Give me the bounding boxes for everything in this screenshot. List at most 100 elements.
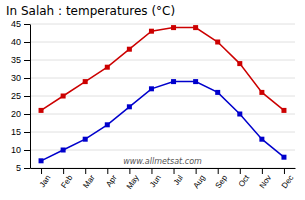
grid-line	[30, 78, 295, 79]
y-tick-label: 5	[16, 163, 21, 173]
x-tick-label: Aug	[191, 173, 207, 190]
x-tick: Oct	[237, 168, 252, 189]
x-tick-label: May	[125, 173, 141, 191]
x-tick-label: Jan	[38, 173, 53, 189]
y-tick: 15	[11, 127, 30, 137]
marker	[61, 94, 66, 99]
y-tick-mark	[24, 42, 30, 43]
y-tick-label: 15	[11, 127, 21, 137]
marker	[237, 112, 242, 117]
annotation: www.allmetsat.com	[123, 157, 202, 166]
marker	[259, 137, 264, 142]
y-tick-mark	[24, 132, 30, 133]
marker	[193, 25, 198, 30]
x-tick-label: Jun	[148, 173, 163, 189]
marker	[127, 104, 132, 109]
y-axis: 5 10 15 20 25 30 35 40 45	[11, 19, 31, 173]
x-tick-mark	[174, 168, 175, 174]
marker	[83, 79, 88, 84]
marker	[237, 61, 242, 66]
x-tick-label: Nov	[258, 173, 274, 190]
x-tick: Mar	[81, 168, 96, 190]
x-tick-mark	[196, 168, 197, 174]
marker	[259, 90, 264, 95]
grid-line	[30, 150, 295, 151]
grid-line	[30, 96, 295, 97]
marker	[105, 65, 110, 70]
y-tick-label: 45	[11, 19, 21, 29]
y-tick: 40	[11, 37, 30, 47]
plot-area: 5 10 15 20 25 30 35 40 45 Jan Feb Mar Apr May Jun Jul Au…	[11, 19, 296, 191]
marker	[39, 108, 44, 113]
y-tick: 5	[16, 163, 30, 173]
x-tick: Jun	[148, 168, 163, 189]
grid-line	[30, 114, 295, 115]
x-axis: Jan Feb Mar Apr May Jun Jul Aug Sep Oct Nov Dec	[31, 168, 296, 191]
x-tick: May	[125, 168, 141, 191]
x-tick-label: Oct	[237, 173, 252, 189]
x-tick-label: Jul	[172, 173, 185, 187]
x-tick-mark	[129, 168, 130, 174]
x-tick: Jan	[38, 168, 53, 189]
x-tick-mark	[85, 168, 86, 174]
marker	[281, 108, 286, 113]
x-tick: Aug	[191, 168, 207, 190]
marker	[171, 25, 176, 30]
x-tick-mark	[63, 168, 64, 174]
x-tick-mark	[151, 168, 152, 174]
y-tick: 25	[11, 91, 30, 101]
x-tick-mark	[107, 168, 108, 174]
grid-line	[30, 168, 295, 169]
marker	[61, 148, 66, 153]
y-tick: 30	[11, 73, 30, 83]
grid	[30, 24, 295, 168]
y-tick-label: 25	[11, 91, 21, 101]
y-tick: 45	[11, 19, 30, 29]
grid-line	[30, 24, 295, 25]
x-tick-label: Dec	[280, 173, 296, 190]
series	[39, 79, 287, 163]
chart-svg: 5 10 15 20 25 30 35 40 45 Jan Feb Mar Apr May Jun Jul Au…	[0, 0, 305, 200]
marker	[105, 122, 110, 127]
x-axis-line	[31, 168, 296, 169]
marks	[39, 25, 287, 163]
y-tick: 10	[11, 145, 30, 155]
x-tick-mark	[41, 168, 42, 174]
grid-line	[30, 60, 295, 61]
y-tick-label: 20	[11, 109, 21, 119]
y-tick-label: 30	[11, 73, 21, 83]
y-tick-mark	[24, 96, 30, 97]
y-tick: 35	[11, 55, 30, 65]
x-tick-label: Apr	[104, 173, 119, 189]
x-tick: Feb	[59, 168, 75, 190]
x-tick-label: Mar	[81, 173, 96, 190]
y-tick-label: 40	[11, 37, 21, 47]
marker	[149, 29, 154, 34]
x-tick: Apr	[104, 168, 119, 189]
marker	[39, 158, 44, 163]
x-tick-label: Feb	[59, 173, 75, 190]
marker	[215, 90, 220, 95]
title: In Salah : temperatures (°C)	[6, 4, 175, 18]
marker	[171, 79, 176, 84]
marker	[193, 79, 198, 84]
x-tick: Nov	[258, 168, 274, 190]
y-tick-mark	[24, 78, 30, 79]
y-tick-mark	[24, 168, 30, 169]
marker	[281, 155, 286, 160]
y-tick-label: 10	[11, 145, 21, 155]
y-tick-mark	[24, 60, 30, 61]
x-tick-mark	[240, 168, 241, 174]
marker	[83, 137, 88, 142]
chart-container: 5 10 15 20 25 30 35 40 45 Jan Feb Mar Apr May Jun Jul Au…	[0, 0, 305, 200]
x-tick-mark	[218, 168, 219, 174]
x-tick: Sep	[214, 168, 230, 190]
series-line	[41, 28, 284, 111]
x-tick-label: Sep	[214, 173, 230, 190]
series-line	[41, 82, 284, 161]
marker	[127, 47, 132, 52]
grid-line	[30, 42, 295, 43]
series	[39, 25, 287, 113]
x-tick: Dec	[280, 168, 296, 190]
y-tick: 20	[11, 109, 30, 119]
